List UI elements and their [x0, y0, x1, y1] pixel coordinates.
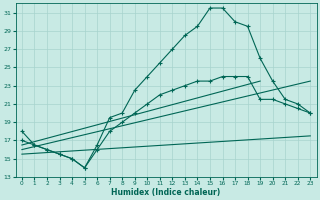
X-axis label: Humidex (Indice chaleur): Humidex (Indice chaleur)	[111, 188, 221, 197]
